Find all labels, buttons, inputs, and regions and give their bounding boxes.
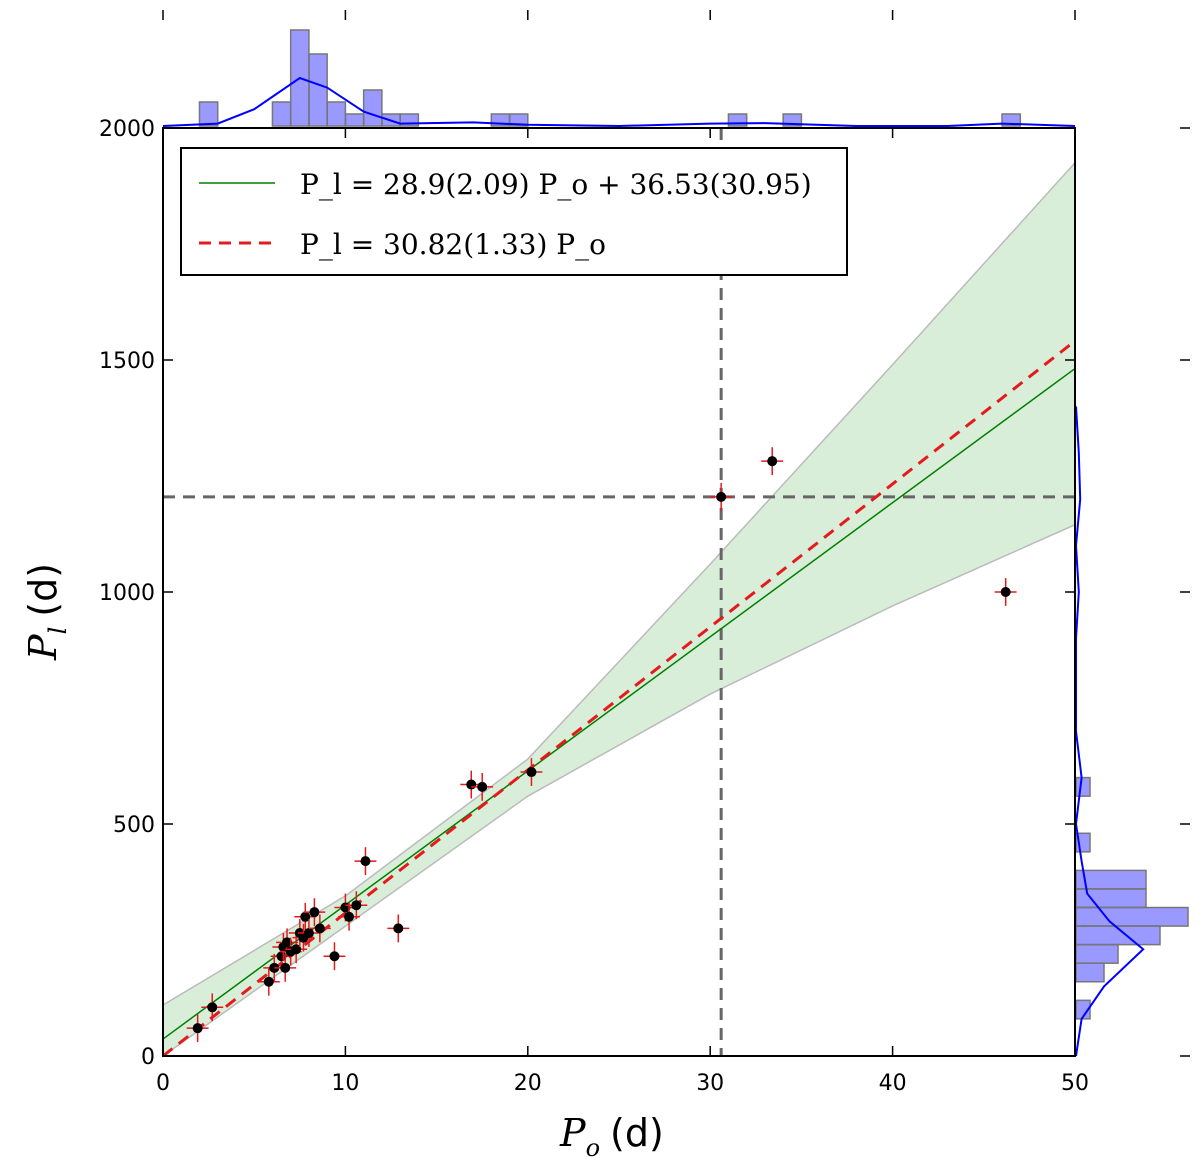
data-point-21 bbox=[393, 923, 404, 934]
x-tick-label-1: 10 bbox=[331, 1071, 359, 1096]
data-point-26 bbox=[767, 456, 778, 467]
top-hist-bar-11 bbox=[362, 89, 383, 127]
top-hist-bar-6 bbox=[271, 101, 292, 127]
data-point-1 bbox=[207, 1002, 218, 1013]
top-hist-bar-9 bbox=[326, 101, 347, 127]
data-point-13 bbox=[303, 928, 314, 939]
data-point-19 bbox=[351, 900, 362, 911]
legend-box bbox=[180, 147, 848, 276]
y-tick-label-2: 1000 bbox=[99, 581, 155, 606]
right-hist-bar-5 bbox=[1075, 943, 1119, 964]
data-point-0 bbox=[192, 1023, 203, 1034]
y-axis-title: Pl (d) bbox=[21, 563, 72, 661]
data-points bbox=[186, 447, 1017, 1043]
y-tick-labels: 0 500 1000 1500 2000 bbox=[99, 117, 155, 1070]
x-tick-label-3: 30 bbox=[696, 1071, 724, 1096]
data-point-6 bbox=[280, 962, 291, 973]
legend-label-fit: P_l = 28.9(2.09) P_o + 36.53(30.95) bbox=[300, 168, 812, 201]
top-marginal-histogram bbox=[162, 29, 1076, 128]
legend-label-fit-origin: P_l = 30.82(1.33) P_o bbox=[300, 228, 606, 261]
top-hist-bar-19 bbox=[508, 113, 529, 127]
right-kde-curve bbox=[1074, 406, 1145, 1057]
svg-text:Po(d): Po (d) bbox=[559, 1111, 664, 1162]
axis-ticks bbox=[162, 10, 1190, 1057]
data-point-25 bbox=[716, 491, 727, 502]
y-axis-symbol: P bbox=[21, 633, 65, 661]
data-point-14 bbox=[309, 907, 320, 918]
y-tick-label-1: 500 bbox=[113, 813, 155, 838]
svg-text:Pl(d): Pl (d) bbox=[21, 563, 72, 661]
data-point-7 bbox=[282, 937, 293, 948]
right-marginal-histogram bbox=[1074, 406, 1189, 1057]
right-hist-bar-14 bbox=[1075, 776, 1091, 797]
data-point-23 bbox=[477, 781, 488, 792]
top-hist-bar-10 bbox=[344, 113, 365, 127]
x-tick-label-4: 40 bbox=[879, 1071, 907, 1096]
y-tick-label-0: 0 bbox=[141, 1045, 155, 1070]
data-point-27 bbox=[1000, 587, 1011, 597]
top-hist-bar-8 bbox=[308, 53, 328, 127]
top-hist-bar-2 bbox=[198, 101, 219, 127]
main-plot-area bbox=[162, 128, 1076, 1058]
data-point-2 bbox=[263, 976, 274, 987]
data-point-16 bbox=[329, 951, 340, 962]
x-tick-label-5: 50 bbox=[1061, 1071, 1089, 1096]
y-tick-label-3: 1500 bbox=[99, 349, 155, 374]
data-point-12 bbox=[300, 911, 311, 922]
fit-line-origin bbox=[162, 339, 1076, 1058]
y-axis-subscript: l bbox=[44, 627, 72, 635]
y-tick-label-4: 2000 bbox=[99, 117, 155, 142]
x-tick-label-0: 0 bbox=[156, 1071, 170, 1096]
right-hist-bar-4 bbox=[1075, 962, 1105, 983]
top-kde-curve bbox=[162, 76, 1076, 128]
x-tick-labels: 0 10 20 30 40 50 bbox=[156, 1071, 1089, 1096]
legend: P_l = 28.9(2.09) P_o + 36.53(30.95) P_l … bbox=[180, 147, 848, 276]
data-point-22 bbox=[466, 779, 477, 790]
data-point-20 bbox=[360, 856, 371, 867]
data-point-18 bbox=[344, 911, 355, 922]
x-axis-unit: (d) bbox=[610, 1111, 664, 1155]
x-tick-label-2: 20 bbox=[514, 1071, 542, 1096]
x-axis-symbol: P bbox=[559, 1111, 587, 1155]
data-point-9 bbox=[291, 944, 302, 955]
data-point-24 bbox=[526, 767, 537, 778]
right-hist-bar-7 bbox=[1075, 906, 1189, 927]
y-axis-unit: (d) bbox=[21, 563, 65, 617]
x-axis-subscript: o bbox=[586, 1134, 600, 1162]
data-point-15 bbox=[314, 923, 325, 934]
x-axis-title: Po (d) bbox=[559, 1111, 664, 1162]
